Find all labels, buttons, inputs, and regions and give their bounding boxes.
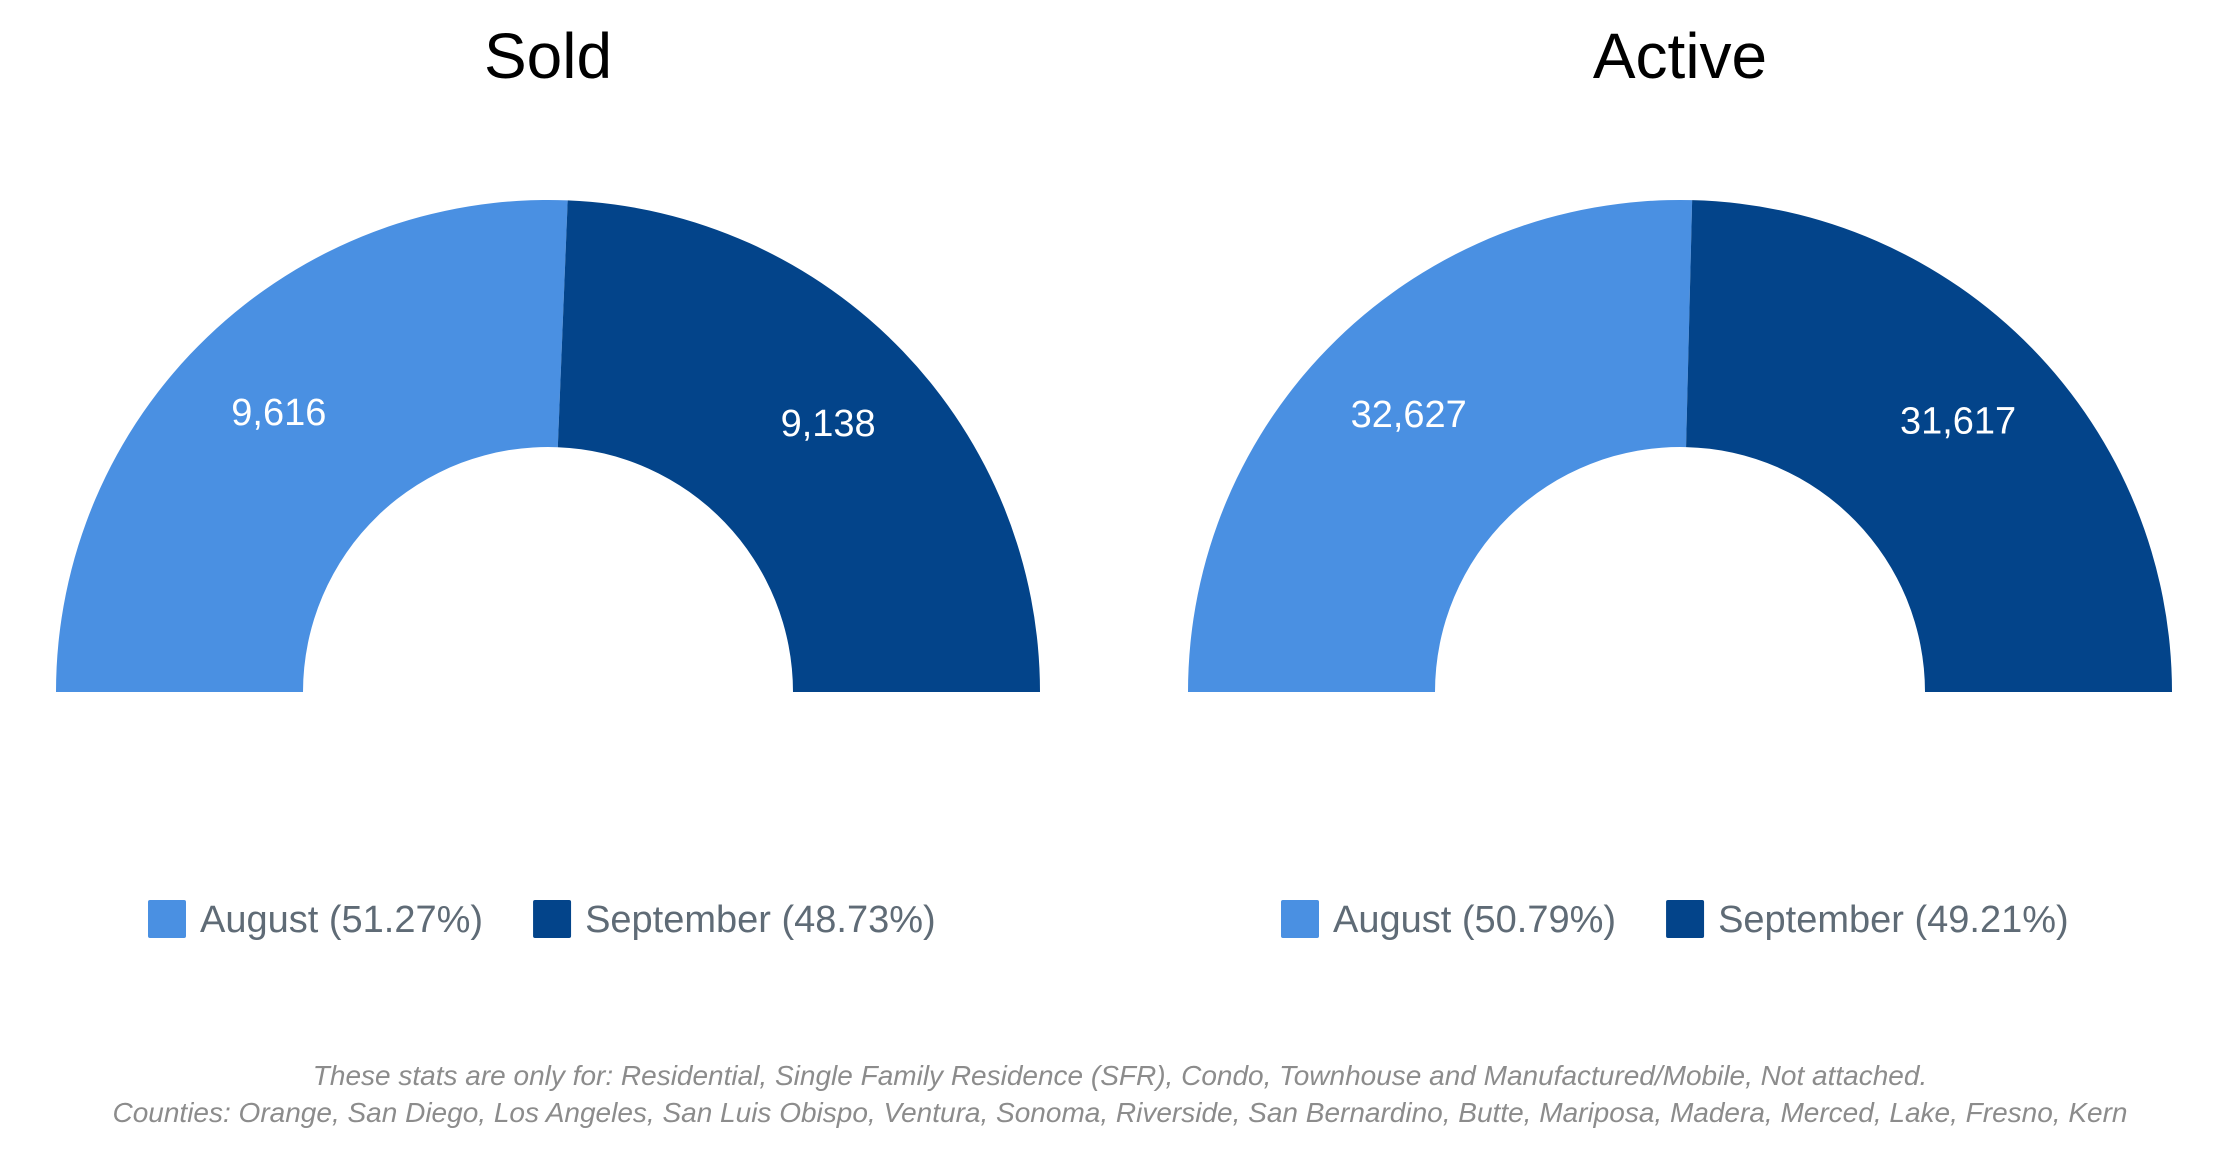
slice-active-september[interactable]: [1686, 200, 2172, 692]
chart-title-active: Active: [1593, 20, 1767, 92]
legend-label-sold-august[interactable]: August (51.27%): [200, 899, 483, 941]
data-label-active-august: 32,627: [1351, 394, 1467, 436]
slice-sold-september[interactable]: [557, 200, 1040, 692]
chart-active: Active 32,627 31,617 August (50.79%) Septemb…: [1188, 20, 2172, 941]
legend-swatch-active-august[interactable]: [1281, 900, 1319, 938]
data-label-sold-august: 9,616: [231, 392, 326, 434]
footnote-counties: Counties: Orange, San Diego, Los Angeles…: [112, 1097, 2128, 1128]
chart-sold: Sold 9,616 9,138 August (51.27%) September (…: [56, 20, 1040, 941]
legend-swatch-active-september[interactable]: [1666, 900, 1705, 938]
footnote-filter-types: These stats are only for: Residential, S…: [312, 1060, 1928, 1091]
legend-label-active-september[interactable]: September (49.21%): [1718, 899, 2069, 941]
legend-label-active-august[interactable]: August (50.79%): [1333, 899, 1616, 941]
legend-swatch-sold-september[interactable]: [533, 900, 572, 938]
data-label-active-september: 31,617: [1900, 401, 2016, 443]
legend-label-sold-september[interactable]: September (48.73%): [585, 899, 936, 941]
slice-sold-august[interactable]: [56, 200, 568, 692]
legend-swatch-sold-august[interactable]: [148, 900, 186, 938]
data-label-sold-september: 9,138: [781, 403, 876, 445]
chart-title-sold: Sold: [484, 20, 612, 92]
slice-active-august[interactable]: [1188, 200, 1693, 692]
